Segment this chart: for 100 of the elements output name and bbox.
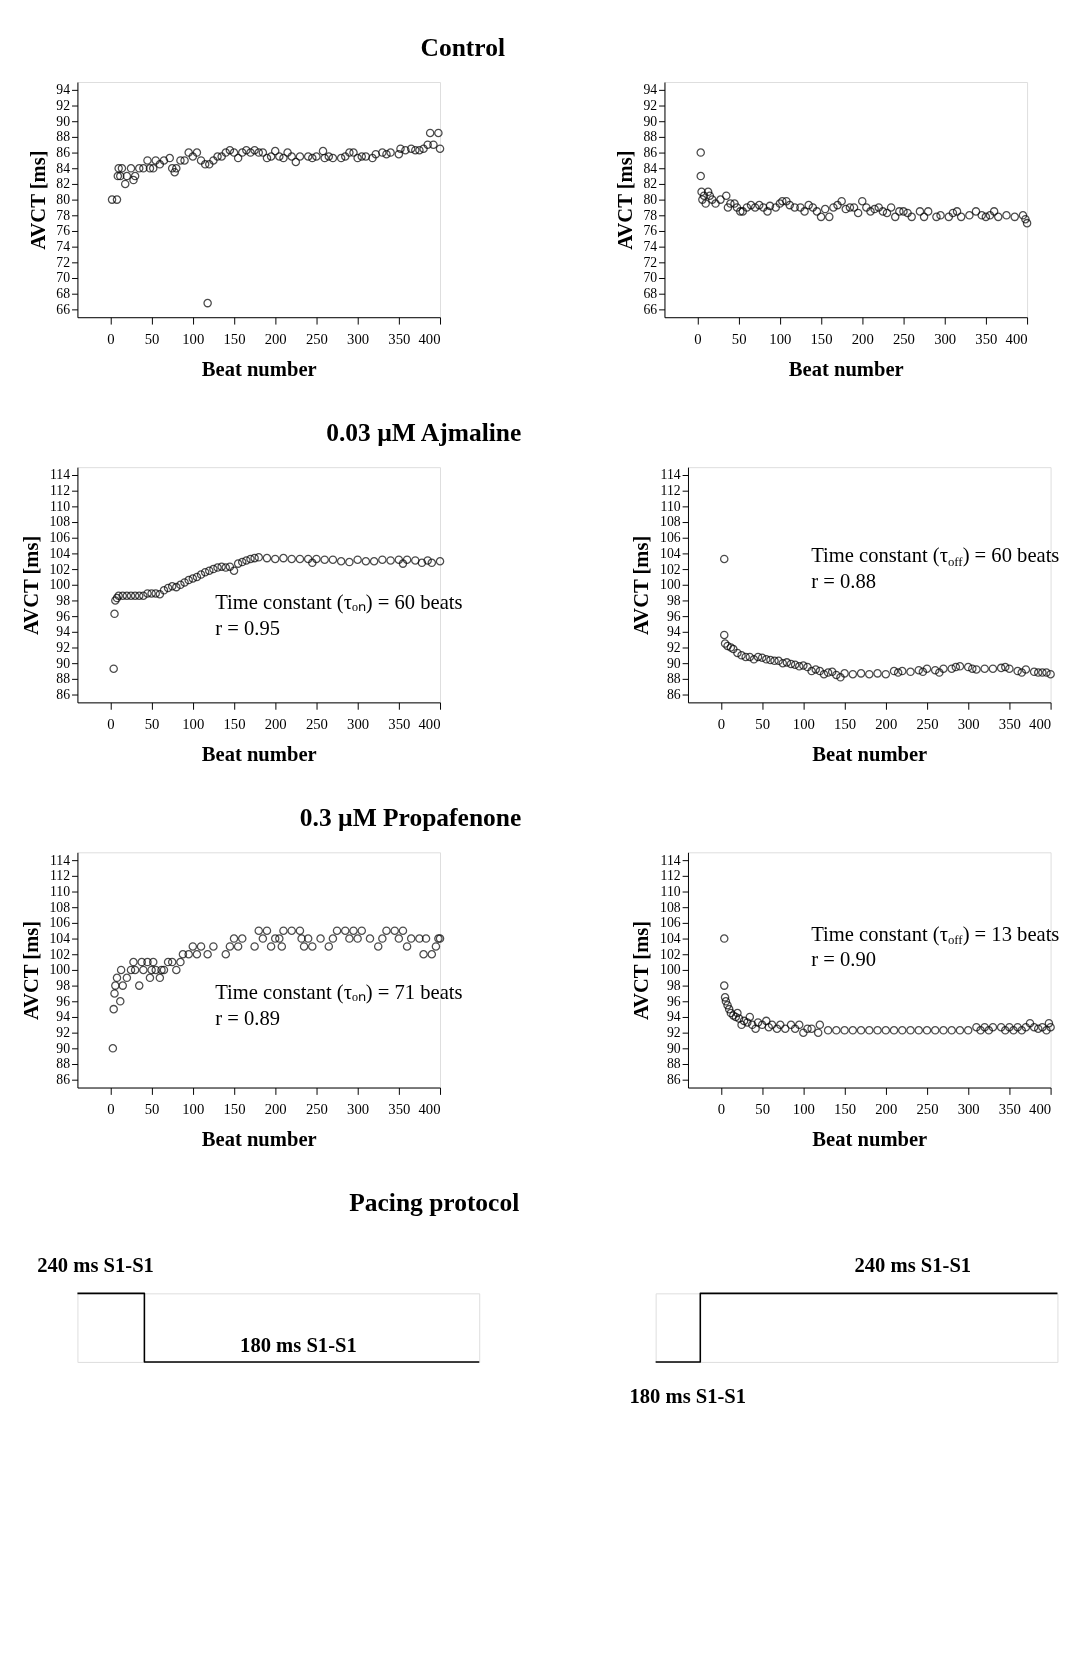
x-tick-label: 250 xyxy=(305,1101,328,1118)
x-tick-label: 50 xyxy=(144,716,160,733)
annotation: r = 0.88 xyxy=(811,569,877,592)
x-tick-label: 150 xyxy=(834,716,857,733)
x-axis-title: Beat number xyxy=(201,357,317,380)
x-tick-label: 150 xyxy=(810,331,833,348)
chart-title: 0.3 µM Propafenone xyxy=(299,802,522,832)
y-tick-label: 90 xyxy=(56,655,71,671)
x-tick-label: 100 xyxy=(792,716,815,733)
y-tick-label: 94 xyxy=(56,82,71,98)
y-tick-label: 76 xyxy=(56,223,71,239)
x-axis-title: Beat number xyxy=(201,1127,317,1150)
x-tick-label: 300 xyxy=(347,331,370,348)
y-tick-label: 80 xyxy=(56,192,71,208)
x-tick-label: 50 xyxy=(755,1101,770,1118)
y-tick-label: 108 xyxy=(660,899,681,915)
y-tick-label: 104 xyxy=(49,545,71,561)
y-tick-label: 108 xyxy=(49,514,71,530)
x-tick-label: 100 xyxy=(769,331,792,348)
y-tick-label: 80 xyxy=(643,192,658,208)
y-tick-label: 112 xyxy=(49,483,71,499)
y-tick-label: 98 xyxy=(56,978,71,994)
y-tick-label: 112 xyxy=(49,868,71,884)
x-tick-label: 200 xyxy=(851,331,874,348)
y-tick-label: 114 xyxy=(660,467,681,483)
y-tick-label: 90 xyxy=(666,1040,681,1056)
y-tick-label: 78 xyxy=(56,207,71,223)
x-tick-label: 350 xyxy=(388,716,411,733)
x-tick-label: 0 xyxy=(107,331,115,348)
x-tick-label: 350 xyxy=(998,716,1021,733)
x-tick-label: 400 xyxy=(418,331,441,348)
x-tick-label: 200 xyxy=(875,716,898,733)
y-tick-label: 102 xyxy=(660,561,681,577)
x-tick-label: 350 xyxy=(998,1101,1021,1118)
x-tick-label: 250 xyxy=(305,716,328,733)
y-tick-label: 102 xyxy=(660,946,681,962)
y-tick-label: 92 xyxy=(643,97,658,113)
x-tick-label: 100 xyxy=(182,1101,205,1118)
annotation: r = 0.89 xyxy=(215,1006,280,1029)
y-tick-label: 110 xyxy=(660,498,681,514)
x-tick-label: 100 xyxy=(182,331,205,348)
y-axis-title: AVCT [ms] xyxy=(613,150,636,250)
y-tick-label: 112 xyxy=(660,483,681,499)
chart-title: 0.03 µM Ajmaline xyxy=(326,417,522,447)
y-tick-label: 84 xyxy=(56,160,71,176)
chart-title: Control xyxy=(420,32,506,62)
y-tick-label: 86 xyxy=(56,144,71,160)
y-tick-label: 94 xyxy=(666,624,681,640)
y-tick-label: 86 xyxy=(56,1072,71,1088)
y-tick-label: 92 xyxy=(666,639,681,655)
y-tick-label: 86 xyxy=(56,686,71,702)
y-tick-label: 94 xyxy=(643,82,658,98)
y-tick-label: 88 xyxy=(56,1056,71,1072)
y-axis-title: AVCT [ms] xyxy=(26,150,49,250)
y-tick-label: 92 xyxy=(666,1025,681,1041)
y-tick-label: 106 xyxy=(660,915,681,931)
y-tick-label: 106 xyxy=(660,530,681,546)
y-tick-label: 86 xyxy=(643,144,658,160)
y-tick-label: 96 xyxy=(56,993,71,1009)
y-tick-label: 88 xyxy=(666,1056,681,1072)
x-tick-label: 300 xyxy=(347,1101,370,1118)
y-tick-label: 86 xyxy=(666,1072,681,1088)
y-tick-label: 92 xyxy=(56,639,71,655)
x-tick-label: 50 xyxy=(144,331,160,348)
y-tick-label: 98 xyxy=(666,978,681,994)
x-tick-label: 0 xyxy=(107,716,115,733)
x-tick-label: 0 xyxy=(694,331,702,348)
x-tick-label: 350 xyxy=(388,331,411,348)
x-tick-label: 200 xyxy=(264,331,287,348)
y-tick-label: 90 xyxy=(56,113,71,129)
annotation: r = 0.90 xyxy=(811,948,877,971)
y-tick-label: 74 xyxy=(643,239,658,255)
y-tick-label: 106 xyxy=(49,530,71,546)
y-tick-label: 82 xyxy=(56,176,71,192)
y-tick-label: 108 xyxy=(49,899,71,915)
y-tick-label: 110 xyxy=(660,883,681,899)
x-tick-label: 50 xyxy=(731,331,747,348)
y-axis-title: AVCT [ms] xyxy=(19,535,42,635)
x-axis-title: Beat number xyxy=(788,357,904,380)
x-tick-label: 200 xyxy=(264,716,287,733)
x-tick-label: 350 xyxy=(975,331,998,348)
x-tick-label: 250 xyxy=(916,716,939,733)
y-tick-label: 94 xyxy=(56,1009,71,1025)
y-tick-label: 82 xyxy=(643,176,658,192)
annotation: 180 ms S1-S1 xyxy=(240,1334,357,1357)
y-tick-label: 112 xyxy=(660,868,681,884)
x-tick-label: 0 xyxy=(717,716,726,733)
x-tick-label: 100 xyxy=(182,716,205,733)
x-tick-label: 200 xyxy=(264,1101,287,1118)
x-tick-label: 350 xyxy=(388,1101,411,1118)
y-tick-label: 96 xyxy=(666,608,681,624)
y-tick-label: 88 xyxy=(56,129,71,145)
y-tick-label: 90 xyxy=(666,655,681,671)
y-tick-label: 96 xyxy=(56,608,71,624)
y-axis-title: AVCT [ms] xyxy=(19,920,42,1021)
y-tick-label: 66 xyxy=(643,301,658,317)
y-tick-label: 100 xyxy=(660,577,681,593)
y-tick-label: 114 xyxy=(660,852,681,868)
annotation: Time constant (τₒₙ) = 71 beats xyxy=(215,981,463,1005)
y-tick-label: 102 xyxy=(49,946,71,962)
